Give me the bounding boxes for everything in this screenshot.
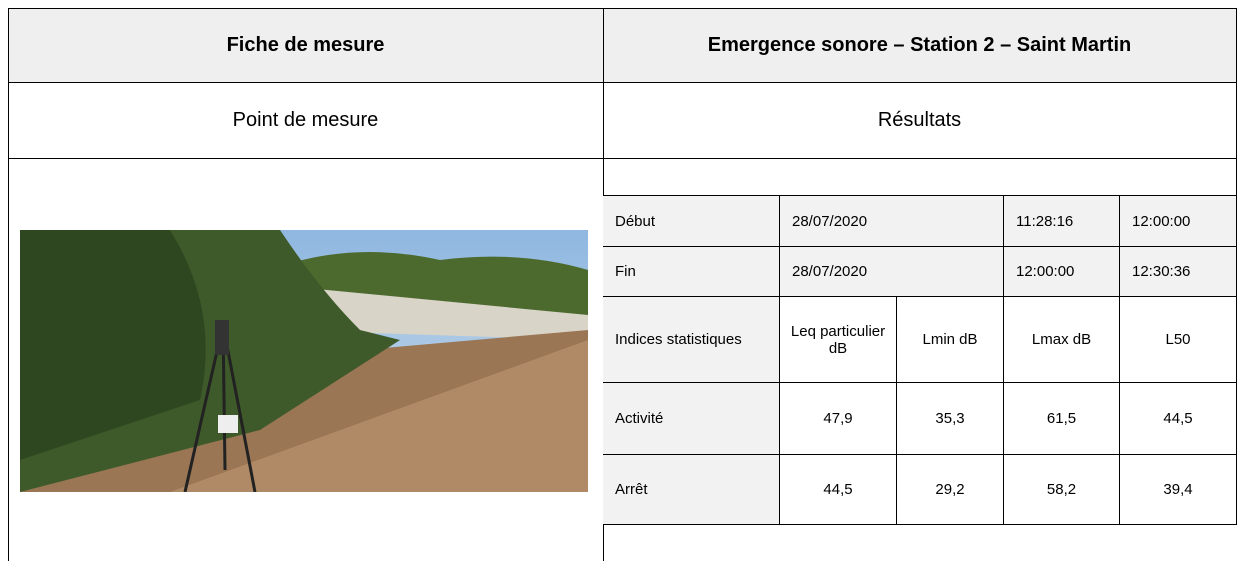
subtitle: Emergence sonore – Station 2 – Saint Mar… [603,8,1236,82]
time: 11:28:16 [1004,196,1120,247]
section-left: Point de mesure [232,108,379,131]
border [8,8,1237,9]
stat-header: Indices statistiques [603,297,780,383]
border [8,8,9,561]
row-label: Activité [603,383,780,455]
site-photo [20,230,588,492]
stat-value: 29,2 [897,455,1004,525]
time: 12:00:00 [1120,196,1237,247]
stat-header: L50 [1120,297,1237,383]
stat-value: 44,5 [780,455,897,525]
stat-header: Lmax dB [1004,297,1120,383]
stat-header: Leq particulier dB [780,297,897,383]
stat-value: 58,2 [1004,455,1120,525]
date: 28/07/2020 [780,196,1004,247]
stat-value: 47,9 [780,383,897,455]
stat-header: Lmin dB [897,297,1004,383]
border [8,82,1237,83]
row-label: Arrêt [603,455,780,525]
stat-value: 35,3 [897,383,1004,455]
time: 12:00:00 [1004,247,1120,297]
border [8,158,1237,159]
stat-value: 39,4 [1120,455,1237,525]
section-right: Résultats [877,108,962,131]
border [603,195,1237,196]
row-label: Fin [603,247,780,297]
stat-value: 61,5 [1004,383,1120,455]
title: Fiche de mesure [8,8,603,82]
row-label: Début [603,196,780,247]
date: 28/07/2020 [780,247,1004,297]
time: 12:30:36 [1120,247,1237,297]
stat-value: 44,5 [1120,383,1237,455]
